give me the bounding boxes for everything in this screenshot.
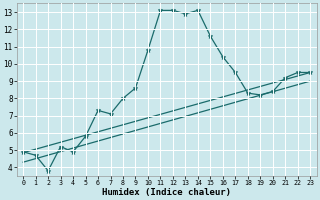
- X-axis label: Humidex (Indice chaleur): Humidex (Indice chaleur): [102, 188, 231, 197]
